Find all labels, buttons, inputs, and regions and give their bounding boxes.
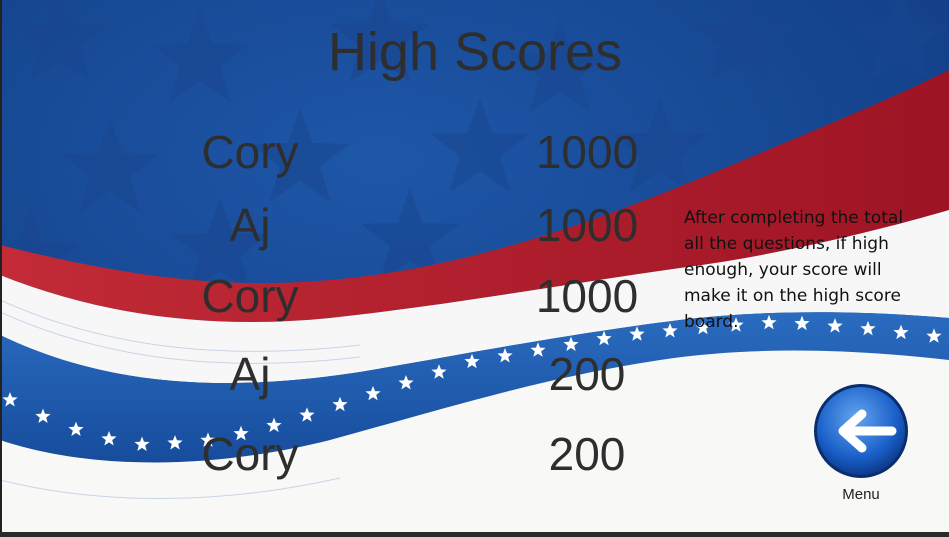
stripe-star <box>332 396 348 412</box>
background-star <box>150 8 250 103</box>
stripe-star <box>794 315 810 331</box>
stripe-star <box>101 431 117 446</box>
stripe-star <box>398 375 414 390</box>
stripe-star <box>464 353 480 369</box>
score-value-3: 1000 <box>535 270 639 322</box>
background-star <box>610 98 710 193</box>
stripe-star <box>35 408 51 423</box>
stripe-star <box>728 317 744 332</box>
score-name-3: Cory <box>201 270 299 322</box>
background-star <box>330 0 430 83</box>
stripe-star <box>662 323 678 338</box>
stripe-star <box>497 348 513 363</box>
background-star <box>690 0 790 83</box>
background-star <box>250 108 350 203</box>
stripe-star <box>563 336 579 351</box>
stripe-star <box>629 326 645 341</box>
stripe-star <box>431 364 447 379</box>
stripe-star <box>365 385 381 401</box>
stripe-star <box>893 324 909 340</box>
score-value-1: 1000 <box>535 126 639 178</box>
stripe-star <box>233 425 249 441</box>
score-name-4: Aj <box>229 348 271 400</box>
score-value-4: 200 <box>548 348 626 400</box>
stripe-star <box>299 407 315 422</box>
score-value-2: 1000 <box>535 199 639 251</box>
window-bottom-bar <box>0 532 949 537</box>
stripe-star <box>530 342 546 357</box>
background-star <box>360 188 460 283</box>
stripe-star <box>134 436 150 451</box>
background-star <box>850 0 949 83</box>
background-star <box>10 0 110 83</box>
window-edge <box>0 0 2 537</box>
stripe-star <box>827 318 843 333</box>
score-name-2: Aj <box>229 199 271 251</box>
stripe-star <box>596 330 612 346</box>
background-star <box>170 198 270 293</box>
score-name-5: Cory <box>201 428 299 480</box>
stripe-star <box>695 319 711 335</box>
stripe-star <box>200 432 216 447</box>
menu-label: Menu <box>842 486 880 503</box>
stripe-star <box>2 392 18 407</box>
stripe-star <box>167 435 183 450</box>
stripe-star <box>926 328 942 343</box>
background-star <box>60 118 160 213</box>
instructions-text: After completing the total all the quest… <box>684 208 904 332</box>
page-title: High Scores <box>327 22 623 82</box>
stripe-star <box>266 417 282 433</box>
background-star <box>510 18 610 113</box>
stripe-star <box>860 320 876 336</box>
background-star <box>430 98 530 193</box>
menu-button[interactable] <box>814 384 908 478</box>
stripe-star <box>761 314 777 330</box>
score-name-1: Cory <box>201 126 299 178</box>
stripe-star <box>68 421 84 436</box>
score-value-5: 200 <box>548 428 626 480</box>
